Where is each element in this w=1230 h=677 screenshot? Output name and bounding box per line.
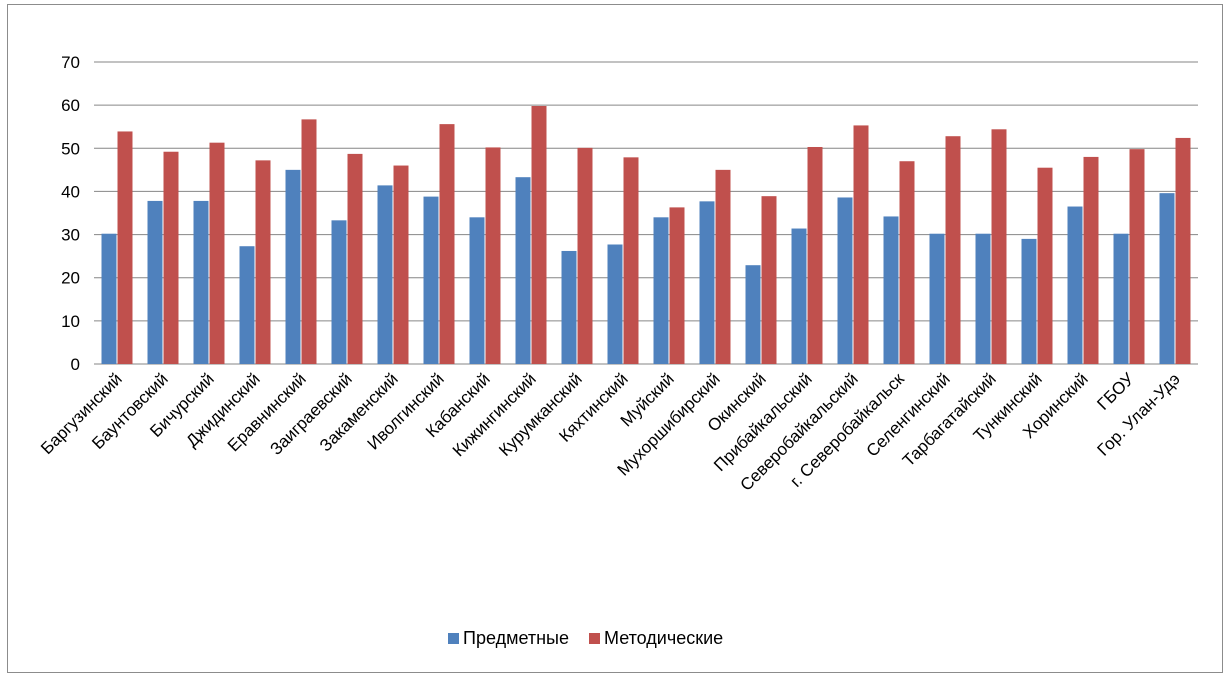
legend-label-series-2: Методические [604,627,724,648]
bar-predmetnye-1 [101,233,117,364]
bar-predmetnye-10 [515,177,531,364]
bar-metodicheskie-1 [117,131,133,364]
bar-predmetnye-7 [377,185,393,364]
legend-swatch-series-2 [589,632,600,644]
y-tick-label-60: 60 [61,96,80,115]
legend-swatch-series-1 [448,632,459,644]
y-tick-label-20: 20 [61,269,80,288]
bar-predmetnye-2 [147,200,163,364]
bar-predmetnye-24 [1159,193,1175,364]
y-tick-label-70: 70 [61,53,80,72]
y-tick-label-30: 30 [61,226,80,245]
bar-predmetnye-23 [1113,233,1129,364]
bar-predmetnye-16 [791,228,807,364]
bar-metodicheskie-12 [623,157,639,364]
bar-metodicheskie-6 [347,153,363,364]
bar-predmetnye-8 [423,196,439,364]
bar-predmetnye-13 [653,217,669,364]
bar-metodicheskie-14 [715,169,731,364]
bar-predmetnye-15 [745,265,761,364]
bar-metodicheskie-16 [807,146,823,364]
bar-metodicheskie-9 [485,147,501,364]
bar-metodicheskie-11 [577,147,593,364]
x-tick-label-24: Гор. Улан-Удэ [1093,369,1183,459]
bar-metodicheskie-18 [899,161,915,364]
bar-predmetnye-4 [239,246,255,364]
bar-metodicheskie-17 [853,125,869,364]
legend-item-series-1: Предметные [448,628,569,649]
bar-predmetnye-9 [469,217,485,364]
bar-predmetnye-14 [699,201,715,364]
bar-metodicheskie-19 [945,136,961,364]
y-tick-label-40: 40 [61,182,80,201]
bar-metodicheskie-23 [1129,149,1145,364]
legend-label-series-1: Предметные [463,627,569,648]
bar-metodicheskie-15 [761,196,777,364]
y-tick-label-50: 50 [61,139,80,158]
bar-metodicheskie-5 [301,119,317,364]
y-tick-label-0: 0 [71,355,80,374]
bar-metodicheskie-13 [669,207,685,364]
bar-predmetnye-20 [975,233,991,364]
bar-predmetnye-12 [607,244,623,364]
bar-predmetnye-3 [193,200,209,364]
bar-metodicheskie-4 [255,160,271,364]
bar-metodicheskie-20 [991,129,1007,364]
bar-predmetnye-21 [1021,238,1037,364]
legend: Предметные Методические [448,626,743,650]
bar-predmetnye-22 [1067,206,1083,364]
bar-predmetnye-17 [837,197,853,364]
bar-predmetnye-6 [331,220,347,364]
x-tick-label-1: Баргузинский [37,369,126,458]
bar-metodicheskie-2 [163,151,179,364]
bar-metodicheskie-10 [531,106,547,365]
bar-predmetnye-11 [561,250,577,364]
y-tick-label-10: 10 [61,312,80,331]
bar-predmetnye-5 [285,169,301,364]
bar-metodicheskie-22 [1083,156,1099,364]
bar-metodicheskie-24 [1175,137,1191,364]
bar-metodicheskie-3 [209,142,225,364]
bar-metodicheskie-21 [1037,167,1053,364]
bar-metodicheskie-8 [439,124,455,364]
bar-predmetnye-18 [883,216,899,364]
bar-predmetnye-19 [929,233,945,364]
legend-item-series-2: Методические [589,628,723,649]
bar-metodicheskie-7 [393,165,409,364]
